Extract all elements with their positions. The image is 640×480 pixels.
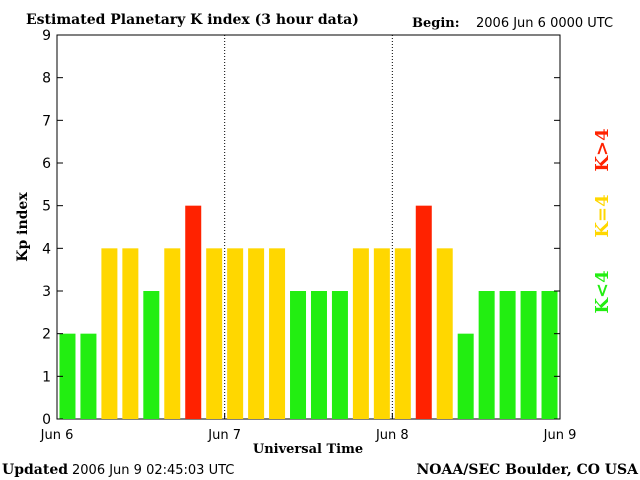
kp-bar — [415, 205, 432, 419]
updated-label: Updated — [2, 462, 68, 478]
y-tick-label: 8 — [42, 71, 51, 87]
x-tick-label: Jun 8 — [375, 428, 409, 443]
y-tick-label: 6 — [42, 156, 51, 172]
y-tick-label: 3 — [42, 284, 51, 300]
kp-bar — [101, 248, 118, 419]
chart-title: Estimated Planetary K index (3 hour data… — [26, 12, 359, 28]
updated-value: 2006 Jun 9 02:45:03 UTC — [72, 463, 234, 478]
kp-bar — [164, 248, 181, 419]
begin-value: 2006 Jun 6 0000 UTC — [476, 16, 613, 31]
y-ticks: 0 1 2 3 4 5 6 7 8 9 — [42, 28, 560, 428]
y-tick-label: 5 — [42, 199, 51, 215]
day-separators — [224, 35, 393, 419]
y-tick-label: 9 — [42, 28, 51, 44]
x-axis-label: Universal Time — [253, 442, 363, 457]
kp-bar — [478, 291, 495, 419]
kp-bar — [59, 333, 76, 419]
kp-bar — [143, 291, 160, 419]
x-tick-label: Jun 6 — [40, 428, 74, 443]
y-axis-label: Kp index — [15, 192, 31, 262]
kp-bar — [206, 248, 223, 419]
x-tick-label: Jun 7 — [207, 428, 241, 443]
plot-frame — [56, 34, 561, 420]
kp-bar — [436, 248, 453, 419]
credit-text: NOAA/SEC Boulder, CO USA — [417, 462, 640, 478]
legend-low: K<4 — [592, 270, 613, 313]
kp-bar — [269, 248, 286, 419]
x-ticks: Jun 6 Jun 7 Jun 8 Jun 9 — [40, 413, 577, 443]
begin-label: Begin: — [412, 16, 460, 31]
kp-bar — [520, 291, 537, 419]
y-tick-label: 1 — [42, 369, 51, 385]
kp-bar — [310, 291, 327, 419]
y-tick-label: 4 — [42, 241, 51, 257]
kp-bar — [80, 333, 97, 419]
y-tick-label: 2 — [42, 327, 51, 343]
x-tick-label: Jun 9 — [543, 428, 577, 443]
kp-bar — [248, 248, 265, 419]
kp-bar — [457, 333, 474, 419]
legend-mid: K=4 — [592, 194, 613, 237]
kp-bar — [185, 205, 202, 419]
kp-bar — [394, 248, 411, 419]
y-tick-label: 7 — [42, 113, 51, 129]
kp-bar — [373, 248, 390, 419]
y-tick-label: 0 — [42, 412, 51, 428]
kp-bar — [499, 291, 516, 419]
kp-bar — [541, 291, 558, 419]
bars-group — [59, 205, 558, 419]
kp-bar — [331, 291, 348, 419]
kp-bar — [227, 248, 244, 419]
kp-bar — [290, 291, 307, 419]
kp-bar — [352, 248, 369, 419]
legend-high: K>4 — [592, 128, 613, 171]
kp-bar — [122, 248, 139, 419]
